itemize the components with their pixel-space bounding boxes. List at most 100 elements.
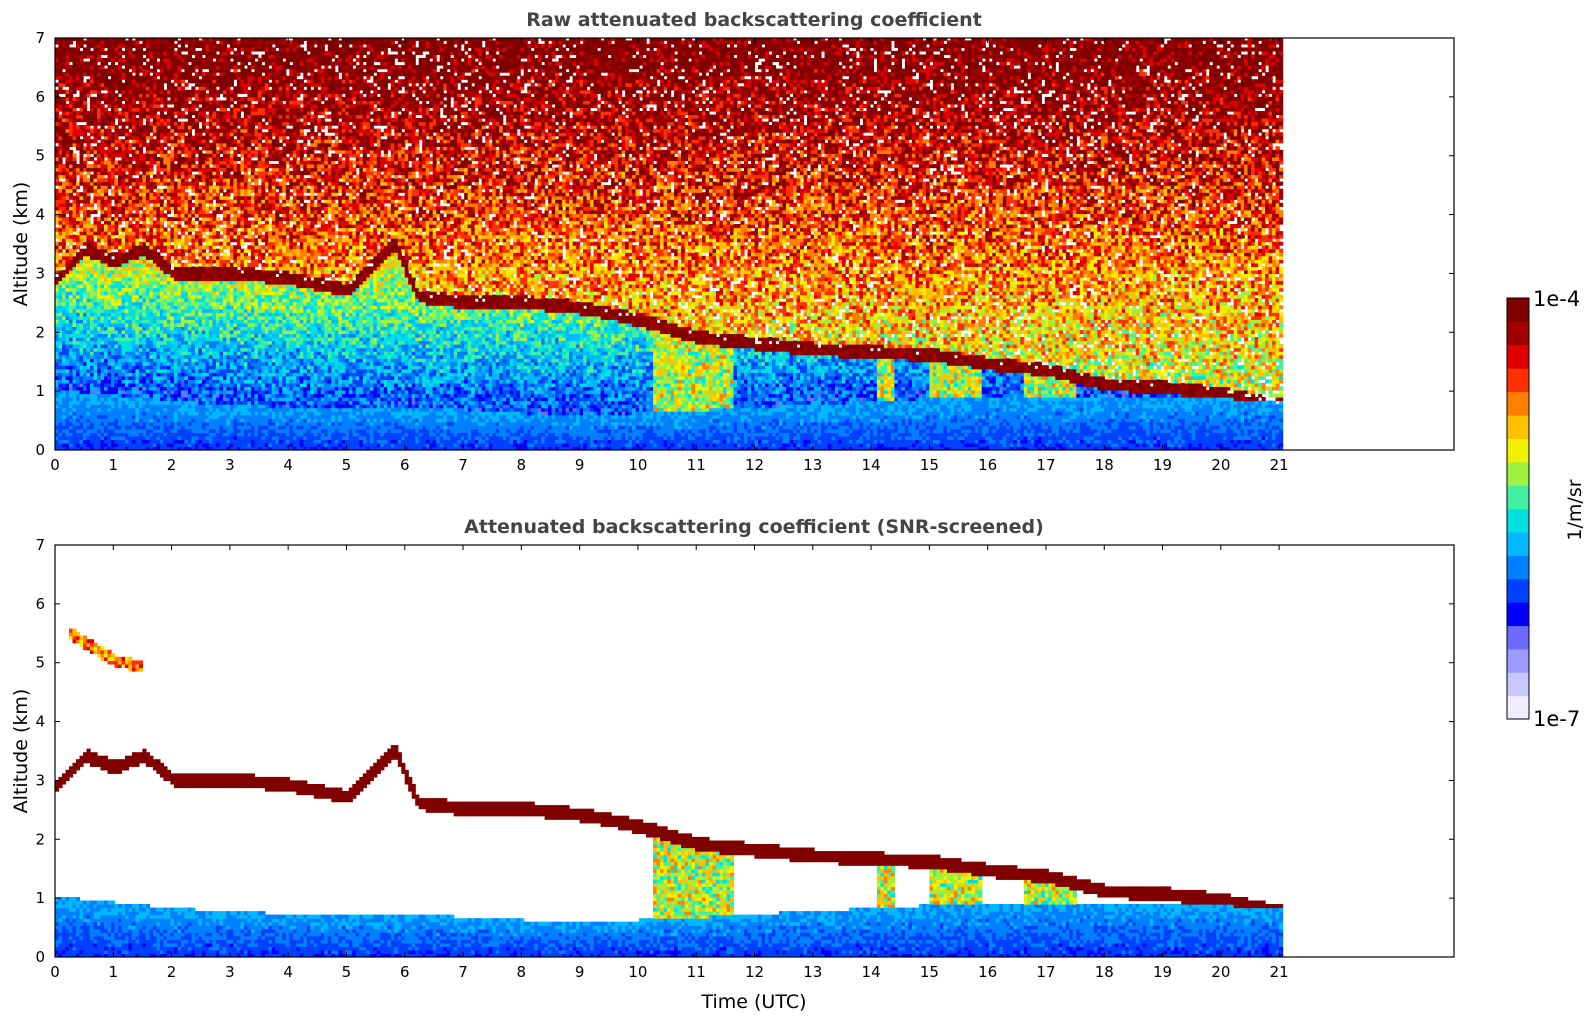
- heatmap-cell: [55, 390, 59, 394]
- heatmap-cell: [83, 125, 87, 129]
- heatmap-cell: [62, 72, 66, 76]
- heatmap-cell: [69, 76, 73, 80]
- heatmap-cell: [73, 178, 77, 182]
- heatmap-cell: [80, 108, 84, 112]
- heatmap-cell: [55, 312, 59, 316]
- heatmap-cell: [73, 210, 77, 214]
- heatmap-cell: [62, 323, 66, 327]
- heatmap-cell: [69, 210, 73, 214]
- heatmap-cell: [83, 189, 87, 193]
- heatmap-cell: [73, 196, 77, 200]
- heatmap-cell: [59, 210, 63, 214]
- heatmap-cell: [69, 266, 73, 270]
- heatmap-cell: [83, 425, 87, 429]
- heatmap-cell: [66, 108, 70, 112]
- heatmap-cell: [55, 199, 59, 203]
- heatmap-cell: [76, 344, 80, 348]
- heatmap-cell: [80, 390, 84, 394]
- heatmap-cell: [59, 390, 63, 394]
- heatmap-cell: [55, 132, 59, 136]
- heatmap-cell: [73, 97, 77, 101]
- heatmap-cell: [83, 344, 87, 348]
- heatmap-cell: [87, 401, 91, 405]
- heatmap-cell: [62, 302, 66, 306]
- heatmap-cell: [66, 55, 70, 59]
- heatmap-cell: [66, 245, 70, 249]
- heatmap-cell: [83, 411, 87, 415]
- heatmap-cell: [62, 210, 66, 214]
- heatmap-cell: [76, 411, 80, 415]
- heatmap-cell: [83, 55, 87, 59]
- heatmap-cell: [59, 164, 63, 168]
- heatmap-cell: [59, 277, 63, 281]
- heatmap-cell: [83, 249, 87, 253]
- heatmap-cell: [62, 252, 66, 256]
- heatmap-cell: [66, 425, 70, 429]
- heatmap-cell: [69, 344, 73, 348]
- heatmap-cell: [76, 369, 80, 373]
- heatmap-cell: [83, 323, 87, 327]
- heatmap-cell: [59, 122, 63, 126]
- heatmap-cell: [66, 65, 70, 69]
- heatmap-cell: [55, 323, 59, 327]
- heatmap-cell: [76, 111, 80, 115]
- heatmap-cell: [62, 122, 66, 126]
- heatmap-cell: [83, 379, 87, 383]
- heatmap-cell: [62, 164, 66, 168]
- heatmap-cell: [87, 436, 91, 440]
- heatmap-cell: [83, 231, 87, 235]
- heatmap-cell: [76, 164, 80, 168]
- heatmap-cell: [69, 369, 73, 373]
- heatmap-cell: [59, 411, 63, 415]
- heatmap-cell: [80, 65, 84, 69]
- heatmap-cell: [73, 164, 77, 168]
- heatmap-cell: [80, 411, 84, 415]
- heatmap-cell: [80, 436, 84, 440]
- heatmap-cell: [83, 256, 87, 260]
- heatmap-cell: [87, 136, 91, 140]
- heatmap-cell: [62, 199, 66, 203]
- heatmap-cell: [76, 192, 80, 196]
- heatmap-cell: [55, 47, 59, 51]
- heatmap-cell: [83, 146, 87, 150]
- raw-backscatter-panel: Raw attenuated backscattering coefficien…: [10, 9, 1454, 474]
- heatmap-cell: [80, 55, 84, 59]
- heatmap-cell: [59, 266, 63, 270]
- heatmap-cell: [55, 178, 59, 182]
- heatmap-cell: [80, 369, 84, 373]
- heatmap-cell: [66, 164, 70, 168]
- heatmap-cell: [73, 55, 77, 59]
- heatmap-cell: [55, 411, 59, 415]
- heatmap-cell: [69, 122, 73, 126]
- heatmap-cell: [62, 390, 66, 394]
- heatmap-cell: [59, 97, 63, 101]
- heatmap-cell: [66, 90, 70, 94]
- heatmap-cell: [59, 76, 63, 80]
- heatmap-cell: [76, 334, 80, 338]
- heatmap-cell: [87, 323, 91, 327]
- heatmap-cell: [73, 379, 77, 383]
- raw-backscatter-plot-area: [55, 37, 1283, 451]
- heatmap-cell: [55, 266, 59, 270]
- heatmap-cell: [59, 288, 63, 292]
- heatmap-cell: [80, 139, 84, 143]
- heatmap-cell: [62, 425, 66, 429]
- heatmap-cell: [55, 256, 59, 260]
- heatmap-cell: [59, 86, 63, 90]
- heatmap-cell: [55, 164, 59, 168]
- heatmap-cell: [69, 401, 73, 405]
- heatmap-cell: [62, 189, 66, 193]
- heatmap-cell: [76, 256, 80, 260]
- heatmap-cell: [80, 231, 84, 235]
- heatmap-cell: [69, 288, 73, 292]
- heatmap-cell: [69, 143, 73, 147]
- heatmap-cell: [76, 323, 80, 327]
- heatmap-cell: [66, 288, 70, 292]
- heatmap-cell: [59, 369, 63, 373]
- heatmap-cell: [76, 302, 80, 306]
- heatmap-cell: [69, 203, 73, 207]
- heatmap-cell: [62, 369, 66, 373]
- heatmap-cell: [59, 344, 63, 348]
- heatmap-cell: [87, 302, 91, 306]
- heatmap-cell: [55, 344, 59, 348]
